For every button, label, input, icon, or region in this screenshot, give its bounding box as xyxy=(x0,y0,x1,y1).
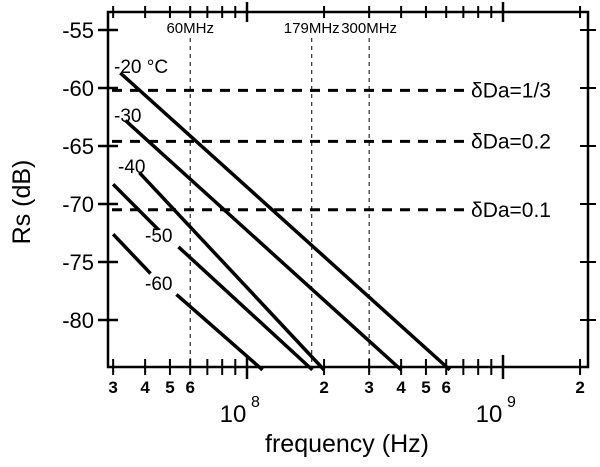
x-major-tick-label: 10 xyxy=(220,401,247,428)
series-label: -20 °C xyxy=(114,57,168,78)
axes xyxy=(98,2,596,379)
x-tick-label: 3 xyxy=(364,378,373,397)
series-line xyxy=(175,293,264,372)
y-tick-label: -70 xyxy=(62,192,94,217)
series-label: -60 xyxy=(145,274,172,295)
x-major-tick-label: 10 xyxy=(476,401,503,428)
y-tick-label: -80 xyxy=(62,308,94,333)
series-line xyxy=(138,171,326,372)
data-series xyxy=(111,71,452,372)
x-tick-label: 3 xyxy=(108,378,117,397)
x-tick-label: 5 xyxy=(165,378,174,397)
y-axis-title: Rs (dB) xyxy=(8,160,36,245)
series-line xyxy=(111,232,152,275)
series-label: -40 xyxy=(118,157,145,178)
x-tick-label: 6 xyxy=(441,378,450,397)
y-tick-label: -60 xyxy=(62,76,94,101)
x-axis-title: frequency (Hz) xyxy=(265,430,429,458)
reference-lines xyxy=(112,38,466,367)
x-tick-label: 6 xyxy=(185,378,194,397)
y-tick-label: -75 xyxy=(62,250,94,275)
x-major-tick-exponent: 9 xyxy=(507,394,516,411)
series-line xyxy=(124,119,403,372)
y-tick-label: -55 xyxy=(62,18,94,43)
plot-frame xyxy=(106,10,590,369)
vertical-reference-label: 179MHz xyxy=(284,20,340,37)
series-line xyxy=(111,183,160,231)
vertical-reference-label: 300MHz xyxy=(341,20,397,37)
x-tick-label: 4 xyxy=(396,378,406,397)
horizontal-reference-label: δDa=0.2 xyxy=(471,130,551,153)
vertical-reference-label: 60MHz xyxy=(166,20,214,37)
series-line xyxy=(177,245,314,372)
x-tick-label: 2 xyxy=(319,378,328,397)
series-label: -30 xyxy=(114,106,141,127)
horizontal-reference-label: δDa=0.1 xyxy=(471,199,551,222)
x-tick-label: 4 xyxy=(140,378,150,397)
x-tick-label: 2 xyxy=(575,378,584,397)
series-label: -50 xyxy=(145,226,172,247)
x-major-tick-exponent: 8 xyxy=(251,394,260,411)
y-tick-label: -65 xyxy=(62,134,94,159)
x-tick-label: 5 xyxy=(421,378,430,397)
horizontal-reference-label: δDa=1/3 xyxy=(471,79,551,102)
series-line xyxy=(119,71,452,372)
